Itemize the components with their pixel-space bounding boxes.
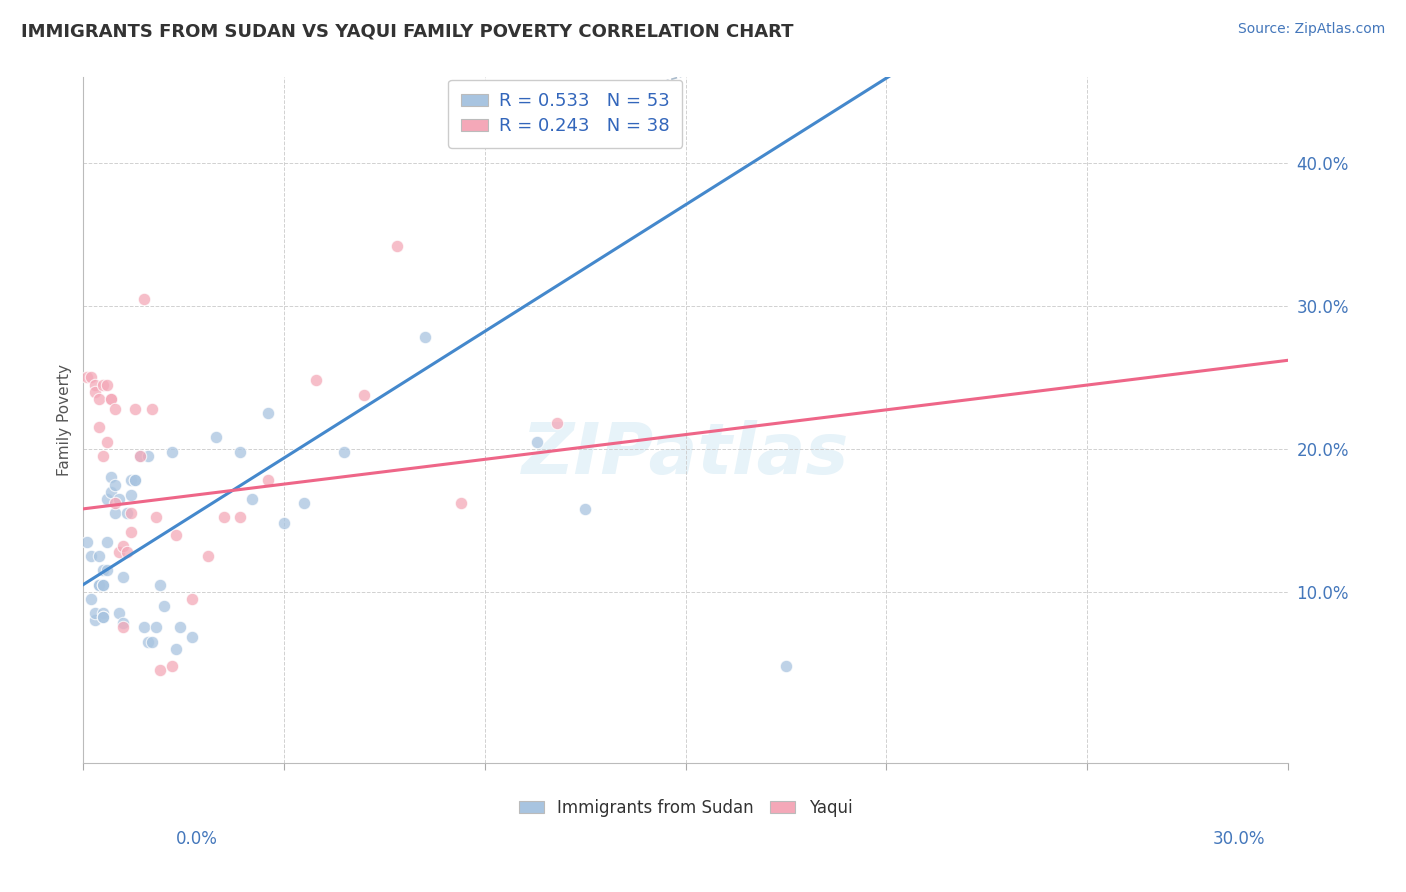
Point [93, 563, 115, 577]
Point [84, 377, 107, 392]
Point [104, 506, 127, 520]
Point [96, 563, 118, 577]
Point [136, 449, 159, 463]
Point [546, 416, 568, 430]
Point [450, 496, 472, 510]
Point [80, 549, 103, 563]
Point [124, 473, 146, 487]
Point [96, 491, 118, 506]
Point [93, 577, 115, 591]
Point [84, 606, 107, 620]
Point [136, 634, 159, 648]
Point [96, 434, 118, 449]
Text: 0.0%: 0.0% [176, 830, 218, 847]
Point [108, 606, 131, 620]
Point [124, 401, 146, 416]
Point [160, 444, 183, 458]
Point [100, 392, 122, 406]
Point [132, 620, 155, 634]
Point [117, 506, 139, 520]
Y-axis label: Family Poverty: Family Poverty [58, 364, 72, 476]
Point [121, 487, 143, 501]
Point [76, 370, 98, 384]
Point [169, 620, 191, 634]
Point [353, 387, 375, 401]
Point [93, 577, 115, 591]
Point [117, 545, 139, 559]
Point [526, 434, 548, 449]
Point [257, 406, 280, 420]
Point [112, 570, 135, 584]
Point [93, 449, 115, 463]
Point [180, 591, 202, 606]
Point [112, 616, 135, 631]
Point [128, 449, 150, 463]
Point [333, 444, 356, 458]
Point [112, 539, 135, 553]
Point [574, 501, 596, 516]
Point [149, 663, 172, 677]
Point [141, 401, 163, 416]
Point [145, 620, 167, 634]
Point [108, 491, 131, 506]
Point [180, 631, 202, 645]
Point [152, 599, 174, 613]
Point [160, 659, 183, 673]
Point [100, 484, 122, 499]
Point [145, 510, 167, 524]
Point [89, 420, 111, 434]
Point [80, 370, 103, 384]
Point [93, 377, 115, 392]
Point [112, 620, 135, 634]
Point [93, 610, 115, 624]
Point [775, 659, 797, 673]
Point [100, 392, 122, 406]
Point [121, 524, 143, 539]
Point [104, 477, 127, 491]
Point [132, 292, 155, 306]
Point [128, 449, 150, 463]
Point [273, 516, 295, 530]
Point [204, 430, 226, 444]
Point [76, 534, 98, 549]
Point [96, 534, 118, 549]
Point [100, 470, 122, 484]
Point [121, 473, 143, 487]
Point [89, 392, 111, 406]
Point [89, 577, 111, 591]
Point [121, 506, 143, 520]
Point [124, 473, 146, 487]
Point [165, 641, 187, 656]
Point [89, 577, 111, 591]
Text: ZIPatlas: ZIPatlas [522, 420, 849, 489]
Point [257, 473, 280, 487]
Point [80, 591, 103, 606]
Point [84, 384, 107, 399]
Point [240, 491, 263, 506]
Point [197, 549, 219, 563]
Point [413, 330, 436, 344]
Point [229, 444, 252, 458]
Point [212, 510, 235, 524]
Point [165, 527, 187, 541]
Point [229, 510, 252, 524]
Point [93, 610, 115, 624]
Point [84, 613, 107, 627]
Text: IMMIGRANTS FROM SUDAN VS YAQUI FAMILY POVERTY CORRELATION CHART: IMMIGRANTS FROM SUDAN VS YAQUI FAMILY PO… [21, 22, 793, 40]
Point [104, 496, 127, 510]
Point [149, 577, 172, 591]
Point [385, 239, 408, 253]
Point [305, 373, 328, 387]
Legend: Immigrants from Sudan, Yaqui: Immigrants from Sudan, Yaqui [512, 792, 859, 823]
Point [96, 377, 118, 392]
Point [108, 545, 131, 559]
Text: 30.0%: 30.0% [1213, 830, 1265, 847]
Point [292, 496, 315, 510]
Point [104, 401, 127, 416]
Point [93, 606, 115, 620]
Text: Source: ZipAtlas.com: Source: ZipAtlas.com [1237, 22, 1385, 37]
Point [89, 549, 111, 563]
Point [141, 634, 163, 648]
